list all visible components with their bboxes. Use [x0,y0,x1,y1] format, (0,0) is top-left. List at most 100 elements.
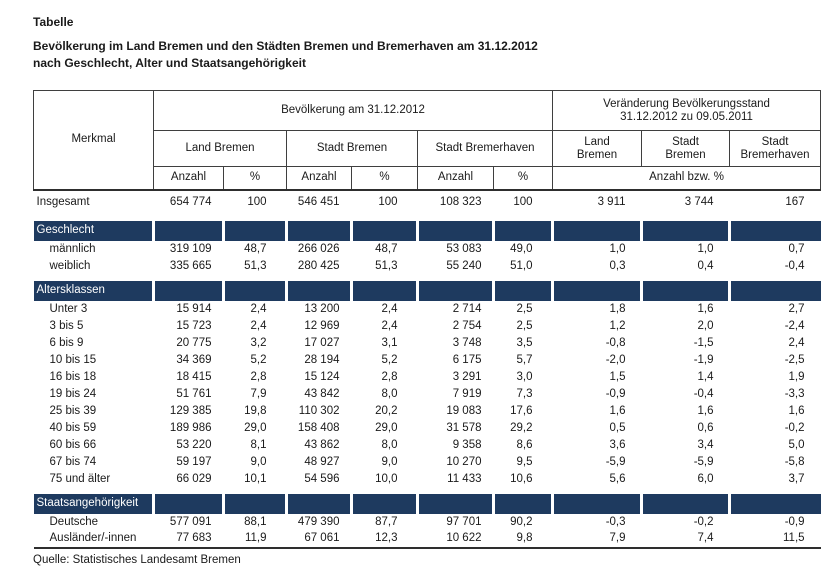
section-band-segment [641,280,732,301]
cell-value: 51 761 [176,387,212,400]
cell-value: 48,7 [244,242,267,255]
table-row: 60 bis 66 53 220 8,1 43 862 8,0 9 358 8,6 3,6 3,… [34,437,821,454]
page-title-line1: Bevölkerung im Land Bremen und den Städt… [33,39,538,53]
section-band-segment [729,493,821,514]
cell-value: 1,8 [609,302,626,315]
cell-value: 110 302 [298,404,340,417]
section-band-segment [286,493,353,514]
row-label: 25 bis 39 [49,404,97,417]
row-label: 40 bis 59 [49,421,97,434]
section-band-segment [223,280,288,301]
cell-value: 3,1 [381,336,398,349]
cell-value: 6,0 [697,472,714,485]
cell-value: 1,0 [697,242,714,255]
cell-value: 48 927 [304,455,340,468]
cell-value: -2,4 [784,319,805,332]
cell-value: 1,9 [788,370,805,383]
cell-value: 167 [785,196,805,208]
row-label: 10 bis 15 [49,353,97,366]
col-unit-anzahl-2: Anzahl [286,166,352,191]
cell-value: 10 622 [446,532,482,544]
cell-value: 2,4 [250,302,267,315]
col-header-merkmal: Merkmal [33,90,154,191]
cell-value: 0,3 [609,259,626,272]
cell-value: 9,0 [381,455,398,468]
cell-value: 10,6 [510,472,533,485]
section-band-segment [223,493,288,514]
table-row: 25 bis 39 129 385 19,8 110 302 20,2 19 083 17,… [34,403,821,420]
cell-value: 1,4 [697,370,714,383]
row-label: 3 bis 5 [49,319,84,332]
cell-value: 10,0 [375,472,398,485]
col-header-pop-stadt-bremen: Stadt Bremen [286,130,418,167]
cell-value: 0,6 [697,421,714,434]
col-unit-percent-2: % [351,166,418,191]
cell-value: -1,5 [693,336,714,349]
section-band-segment [729,220,821,241]
cell-value: 3 744 [684,196,714,208]
cell-value: 53 083 [446,242,482,255]
section-band-segment [351,220,419,241]
cell-value: 13 200 [304,302,340,315]
cell-value: 59 197 [176,455,212,468]
section-band-segment [493,493,555,514]
cell-value: -0,9 [784,515,805,528]
col-header-pop-stadt-bremerhaven: Stadt Bremerhaven [416,130,554,167]
cell-value: 2,4 [250,319,267,332]
cell-value: 28 194 [304,353,340,366]
section-label: Staatsangehörigkeit [33,493,155,514]
header-row-groups: Merkmal Bevölkerung am 31.12.2012 Veränd… [33,90,822,191]
header-row-regions: Land Bremen Stadt Bremen Stadt Bremerhav… [34,130,822,167]
cell-value: 29,0 [375,421,398,434]
section-band-segment [153,280,225,301]
col-group-population: Bevölkerung am 31.12.2012 [152,90,554,131]
col-unit-percent-1: % [223,166,287,191]
page-title: Bevölkerung im Land Bremen und den Städt… [33,38,820,72]
cell-value: 2,0 [697,319,714,332]
cell-value: 3,7 [788,472,805,485]
cell-value: -0,9 [605,387,626,400]
cell-value: 8,6 [516,438,533,451]
table-row: 6 bis 9 20 775 3,2 17 027 3,1 3 748 3,5 -0,8 -1,… [34,335,821,352]
cell-value: 9,5 [516,455,533,468]
cell-value: 5,2 [381,353,398,366]
cell-value: 11,5 [783,532,805,544]
section-band-segment [552,220,644,241]
cell-value: -5,9 [693,455,714,468]
section-band-segment [351,493,419,514]
table-row: 40 bis 59 189 986 29,0 158 408 29,0 31 578 29,… [34,420,821,437]
cell-value: 2 754 [452,319,482,332]
cell-value: 51,0 [510,259,533,272]
cell-value: 479 390 [297,515,340,528]
cell-value: 5,7 [516,353,533,366]
cell-value: 15 124 [304,370,340,383]
cell-value: 1,0 [609,242,626,255]
cell-value: -0,2 [784,421,805,434]
cell-value: 266 026 [297,242,340,255]
source-note: Quelle: Statistisches Landesamt Bremen [33,553,241,566]
cell-value: 3 291 [452,370,482,383]
cell-value: 1,2 [609,319,626,332]
section-band-segment [286,280,353,301]
page-label: Tabelle [33,15,74,29]
cell-value: 2,4 [381,319,398,332]
cell-value: 100 [378,196,398,208]
col-unit-percent-3: % [492,166,554,191]
row-label: Insgesamt [36,196,90,208]
cell-value: 9,0 [250,455,267,468]
cell-value: -0,4 [693,387,714,400]
cell-value: 8,0 [381,438,398,451]
cell-value: 66 029 [176,472,212,485]
cell-value: 20,2 [375,404,398,417]
cell-value: 15 723 [176,319,212,332]
col-unit-anzahl-1: Anzahl [153,166,224,191]
cell-value: 10,1 [244,472,267,485]
cell-value: 3,0 [516,370,533,383]
cell-value: 7,3 [516,387,533,400]
cell-value: 19 083 [446,404,482,417]
cell-value: 189 986 [169,421,212,434]
cell-value: 17,6 [510,404,533,417]
page-title-line2: nach Geschlecht, Alter und Staatsangehör… [33,56,306,70]
table-row: 10 bis 15 34 369 5,2 28 194 5,2 6 175 5,7 -2,0 -… [34,352,821,369]
cell-value: 54 596 [304,472,340,485]
